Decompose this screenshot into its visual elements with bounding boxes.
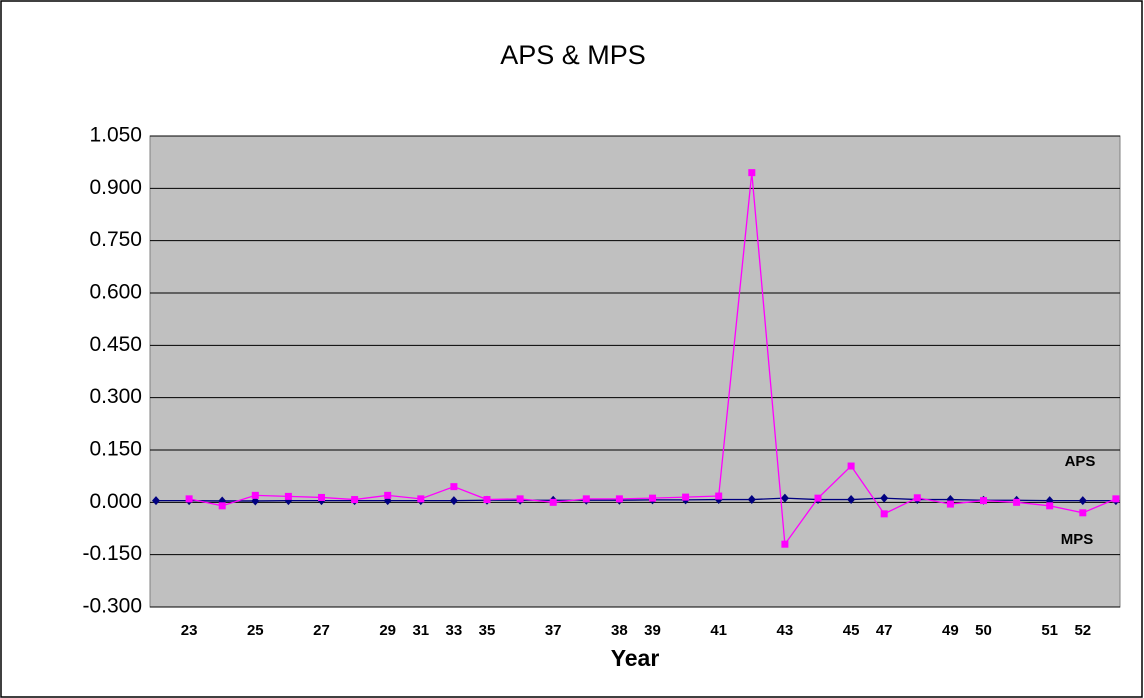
data-point (252, 492, 259, 499)
y-tick-label: 0.300 (89, 385, 142, 408)
data-point (384, 492, 391, 499)
data-point (1112, 495, 1119, 502)
x-tick-label: 33 (446, 622, 463, 639)
data-point (914, 494, 921, 501)
data-point (881, 510, 888, 517)
annotation: APS (1065, 453, 1096, 470)
data-point (450, 483, 457, 490)
data-point (219, 502, 226, 509)
y-tick-label: 1.050 (89, 124, 142, 147)
data-point (583, 495, 590, 502)
data-point (748, 169, 755, 176)
data-point (682, 494, 689, 501)
x-tick-label: 38 (611, 622, 628, 639)
x-tick-label: 41 (710, 622, 727, 639)
data-point (351, 496, 358, 503)
x-tick-label: 29 (379, 622, 396, 639)
y-tick-label: 0.750 (89, 228, 142, 251)
y-tick-label: 0.150 (89, 438, 142, 461)
data-point (848, 463, 855, 470)
x-tick-label: 27 (313, 622, 330, 639)
x-tick-label: 25 (247, 622, 264, 639)
data-point (1046, 502, 1053, 509)
data-point (550, 499, 557, 506)
x-tick-label: 47 (876, 622, 893, 639)
chart: APS & MPS Year APS MPS -0.300 -0.150 0.000… (0, 0, 1144, 698)
x-tick-label: 50 (975, 622, 992, 639)
data-point (715, 493, 722, 500)
data-point (815, 495, 822, 502)
data-point (649, 495, 656, 502)
x-tick-label: 37 (545, 622, 562, 639)
data-point (186, 495, 193, 502)
data-point (517, 495, 524, 502)
data-point (484, 496, 491, 503)
data-point (318, 494, 325, 501)
plot-area (150, 136, 1120, 607)
x-tick-label: 51 (1041, 622, 1058, 639)
x-tick-label: 43 (777, 622, 794, 639)
x-tick-label: 45 (843, 622, 860, 639)
data-point (616, 495, 623, 502)
data-point (285, 493, 292, 500)
x-tick-label: 52 (1074, 622, 1091, 639)
x-tick-label: 31 (412, 622, 429, 639)
data-point (417, 495, 424, 502)
x-tick-label: 23 (181, 622, 198, 639)
data-point (1013, 499, 1020, 506)
y-tick-label: 0.900 (89, 176, 142, 199)
y-tick-label: 0.450 (89, 333, 142, 356)
y-tick-label: -0.150 (82, 542, 142, 565)
data-point (781, 541, 788, 548)
y-tick-label: 0.600 (89, 281, 142, 304)
data-point (1079, 509, 1086, 516)
data-point (980, 497, 987, 504)
y-tick-label: 0.000 (89, 490, 142, 513)
chart-title: APS & MPS (500, 40, 646, 70)
x-tick-label: 35 (479, 622, 496, 639)
x-tick-label: 49 (942, 622, 959, 639)
x-axis-label: Year (611, 645, 660, 671)
annotation: MPS (1061, 531, 1094, 548)
data-point (947, 501, 954, 508)
x-tick-label: 39 (644, 622, 661, 639)
y-tick-label: -0.300 (82, 595, 142, 618)
